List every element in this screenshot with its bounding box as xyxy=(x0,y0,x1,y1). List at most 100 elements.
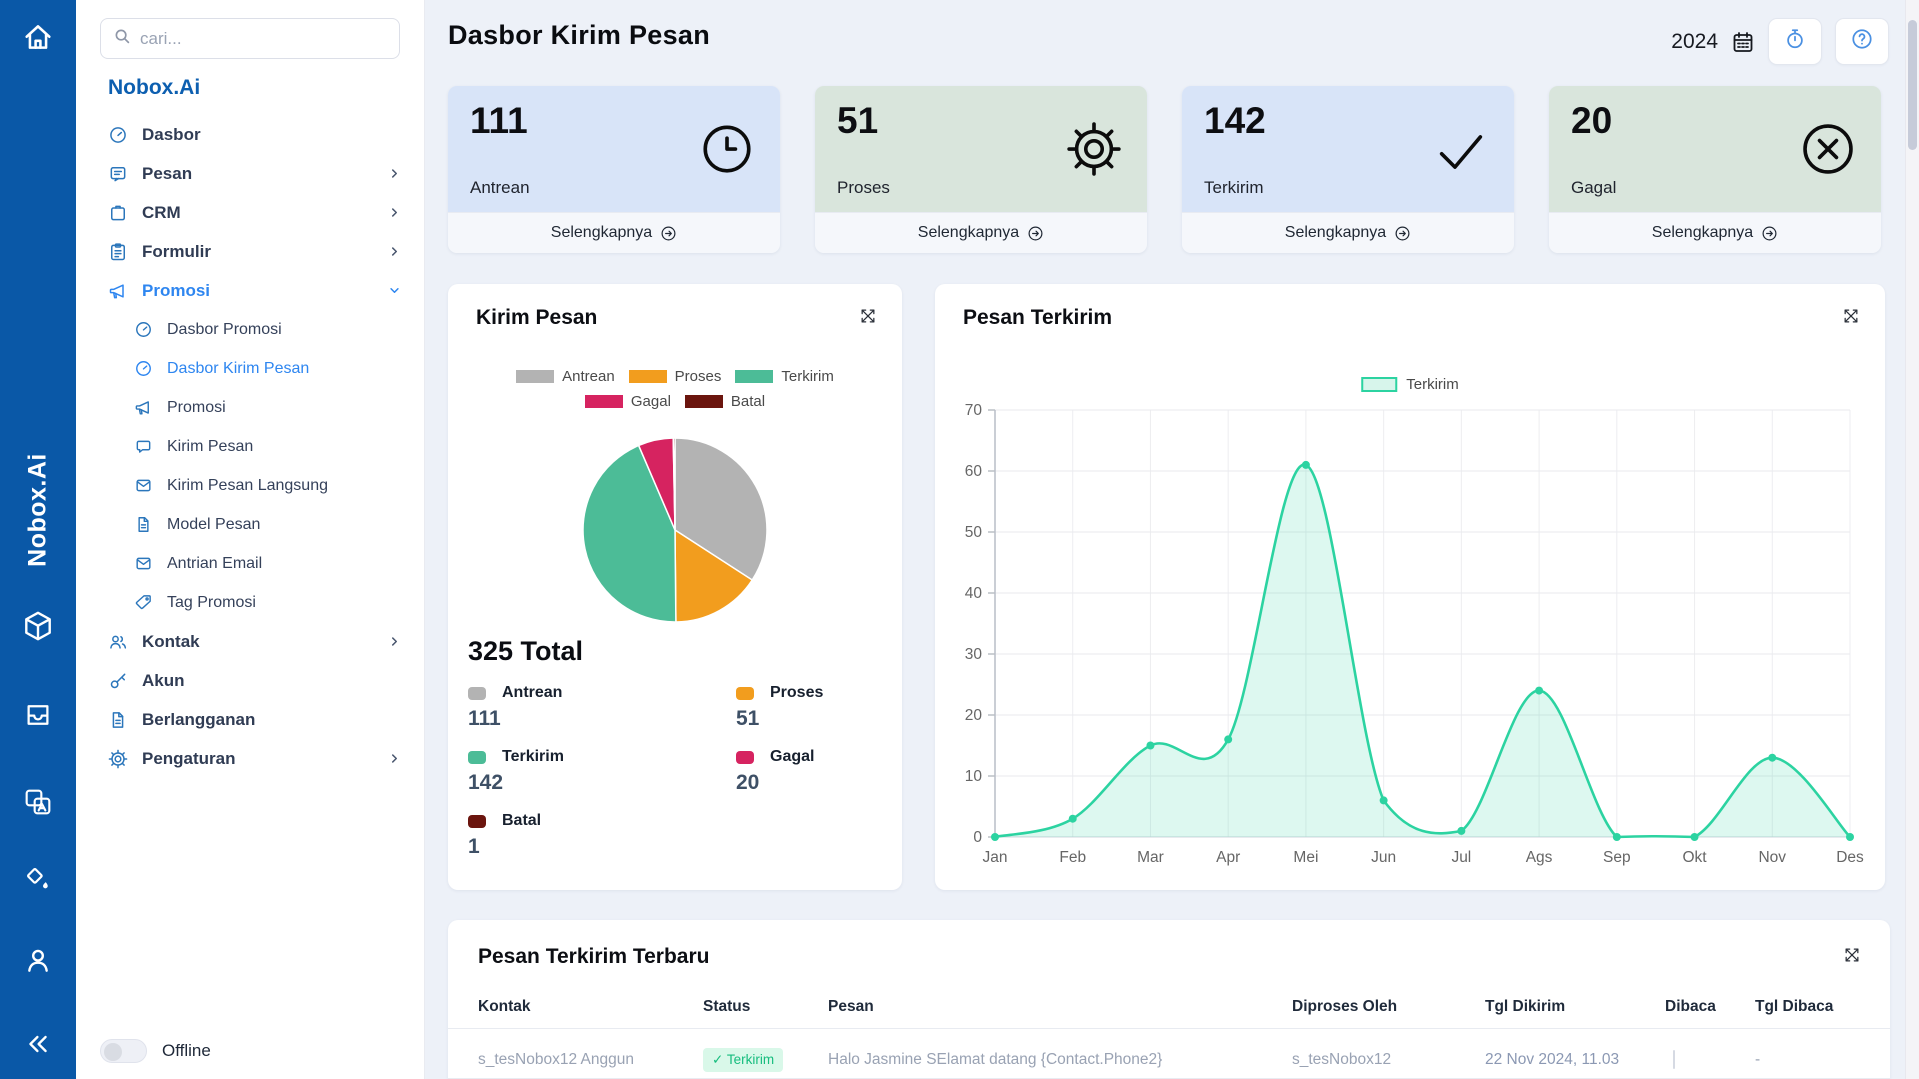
chevron-right-icon xyxy=(387,751,402,766)
recent-messages-panel: Pesan Terkirim Terbaru Kontak Status Pesan… xyxy=(448,920,1890,1079)
stat-cards-row: 111 Antrean Selengkapnya 51 Proses Selengkapn… xyxy=(448,86,1881,253)
cell-tgl-dikirim: 22 Nov 2024, 11.03 xyxy=(1485,1051,1620,1068)
sidebar-item-dasbor[interactable]: Dasbor xyxy=(76,115,424,154)
sidebar-item-promosi[interactable]: Promosi xyxy=(76,271,424,310)
arrow-right-circle-icon xyxy=(1394,225,1411,242)
svg-text:Apr: Apr xyxy=(1216,849,1240,866)
calendar-icon[interactable] xyxy=(1731,30,1755,54)
users-icon xyxy=(108,632,128,652)
inbox-tray-icon[interactable] xyxy=(23,700,53,735)
paint-bucket-icon[interactable] xyxy=(23,864,53,899)
stat-card-body: 111 Antrean xyxy=(448,86,780,212)
line-chart: 0 10 20 30 40 50 60 70 Jan Feb Mar Apr Mei Jun Jul Ags S… xyxy=(935,284,1885,890)
selengkapnya-link[interactable]: Selengkapnya xyxy=(815,212,1147,253)
arrow-right-circle-icon xyxy=(660,225,677,242)
sidebar-search[interactable] xyxy=(100,18,400,59)
expand-icon[interactable] xyxy=(858,306,878,326)
svg-text:Jun: Jun xyxy=(1371,849,1396,866)
chevron-right-icon xyxy=(387,166,402,181)
sidebar-item-label: Dasbor Promosi xyxy=(167,320,282,338)
selengkapnya-link[interactable]: Selengkapnya xyxy=(448,212,780,253)
translate-icon[interactable] xyxy=(22,786,54,823)
sidebar-item-kontak[interactable]: Kontak xyxy=(76,622,424,661)
dibaca-checkbox[interactable] xyxy=(1673,1050,1675,1069)
gauge-icon xyxy=(108,125,128,145)
history-button[interactable] xyxy=(1768,18,1822,65)
pie-stat-gagal: Gagal 20 xyxy=(736,748,815,794)
svg-text:Jul: Jul xyxy=(1451,849,1471,866)
rail-brand: Nobox.Ai xyxy=(23,453,52,567)
sidebar-item-kirim-pesan-langsung[interactable]: Kirim Pesan Langsung xyxy=(76,466,424,505)
cell-diproses-oleh: s_tesNobox12 xyxy=(1292,1051,1392,1068)
line-legend: Terkirim xyxy=(1361,376,1459,393)
chevron-right-icon xyxy=(387,244,402,259)
svg-text:Mei: Mei xyxy=(1293,849,1318,866)
sidebar-item-kirim-pesan[interactable]: Kirim Pesan xyxy=(76,427,424,466)
offline-toggle[interactable] xyxy=(100,1039,147,1063)
status-badge: ✓ Terkirim xyxy=(703,1048,784,1072)
cell-pesan: Halo Jasmine SElamat datang {Contact.Pho… xyxy=(828,1051,1163,1068)
expand-icon[interactable] xyxy=(1842,945,1862,965)
chat-icon xyxy=(108,164,128,184)
sidebar-item-label: Akun xyxy=(142,670,185,690)
sidebar-item-pesan[interactable]: Pesan xyxy=(76,154,424,193)
stat-value: 51 xyxy=(837,100,879,141)
svg-text:40: 40 xyxy=(965,585,983,602)
stat-card-terkirim: 142 Terkirim Selengkapnya xyxy=(1182,86,1514,253)
table-panel-title: Pesan Terkirim Terbaru xyxy=(478,945,710,968)
pie-stat-batal: Batal 1 xyxy=(468,812,542,858)
scrollbar-thumb[interactable] xyxy=(1908,20,1917,150)
sidebar-item-label: Promosi xyxy=(167,398,226,416)
stat-label: Terkirim xyxy=(1204,178,1264,197)
stopwatch-icon xyxy=(1784,28,1806,55)
search-input[interactable] xyxy=(140,28,387,49)
expand-icon[interactable] xyxy=(1841,306,1861,326)
line-panel-title: Pesan Terkirim xyxy=(963,306,1113,329)
table-header-cell: Tgl Dibaca xyxy=(1755,998,1834,1015)
case-icon xyxy=(108,203,128,223)
help-button[interactable] xyxy=(1835,18,1889,65)
search-icon xyxy=(113,27,131,50)
stat-label: Antrean xyxy=(470,178,530,197)
header-actions: 2024 xyxy=(1671,18,1889,65)
sidebar-item-tag-promosi[interactable]: Tag Promosi xyxy=(76,583,424,622)
svg-text:Mar: Mar xyxy=(1137,849,1164,866)
selengkapnya-link[interactable]: Selengkapnya xyxy=(1549,212,1881,253)
stat-card-body: 51 Proses xyxy=(815,86,1147,212)
sidebar-item-antrian-email[interactable]: Antrian Email xyxy=(76,544,424,583)
user-icon[interactable] xyxy=(22,944,54,981)
sidebar-item-crm[interactable]: CRM xyxy=(76,193,424,232)
sidebar-item-label: Pesan xyxy=(142,163,193,183)
megaphone-icon xyxy=(134,398,153,417)
legend-label: Terkirim xyxy=(1406,376,1459,393)
sidebar-item-promosi[interactable]: Promosi xyxy=(76,388,424,427)
svg-text:Sep: Sep xyxy=(1603,849,1631,866)
svg-text:Nov: Nov xyxy=(1758,849,1786,866)
check-icon xyxy=(1432,120,1490,178)
table-header-cell: Kontak xyxy=(478,998,531,1015)
home-icon[interactable] xyxy=(21,20,55,59)
sidebar-item-model-pesan[interactable]: Model Pesan xyxy=(76,505,424,544)
sidebar-item-pengaturan[interactable]: Pengaturan xyxy=(76,739,424,778)
svg-text:60: 60 xyxy=(965,463,983,480)
stat-value: 20 xyxy=(1571,100,1613,141)
sidebar: Nobox.Ai DasborPesanCRMFormulirPromosiDa… xyxy=(76,0,425,1079)
svg-text:70: 70 xyxy=(965,402,983,419)
sidebar-item-dasbor-promosi[interactable]: Dasbor Promosi xyxy=(76,310,424,349)
sidebar-item-berlangganan[interactable]: Berlangganan xyxy=(76,700,424,739)
cube-logo-icon[interactable] xyxy=(20,608,56,649)
doc-icon xyxy=(134,515,153,534)
selengkapnya-link[interactable]: Selengkapnya xyxy=(1182,212,1514,253)
pie-stats: Antrean 111 Proses 51 Terkirim 142 Gagal 20 Bata… xyxy=(468,684,896,859)
sidebar-item-formulir[interactable]: Formulir xyxy=(76,232,424,271)
sidebar-item-akun[interactable]: Akun xyxy=(76,661,424,700)
sidebar-item-label: CRM xyxy=(142,202,181,222)
tag-icon xyxy=(134,593,153,612)
year-selector[interactable]: 2024 xyxy=(1671,29,1718,53)
sidebar-item-dasbor-kirim-pesan[interactable]: Dasbor Kirim Pesan xyxy=(76,349,424,388)
table-header: Kontak Status Pesan Diproses Oleh Tgl Dikiri… xyxy=(478,998,1860,1016)
collapse-sidebar-icon[interactable] xyxy=(24,1030,52,1063)
svg-text:50: 50 xyxy=(965,524,983,541)
svg-text:30: 30 xyxy=(965,646,983,663)
cell-dibaca xyxy=(1665,1050,1755,1069)
